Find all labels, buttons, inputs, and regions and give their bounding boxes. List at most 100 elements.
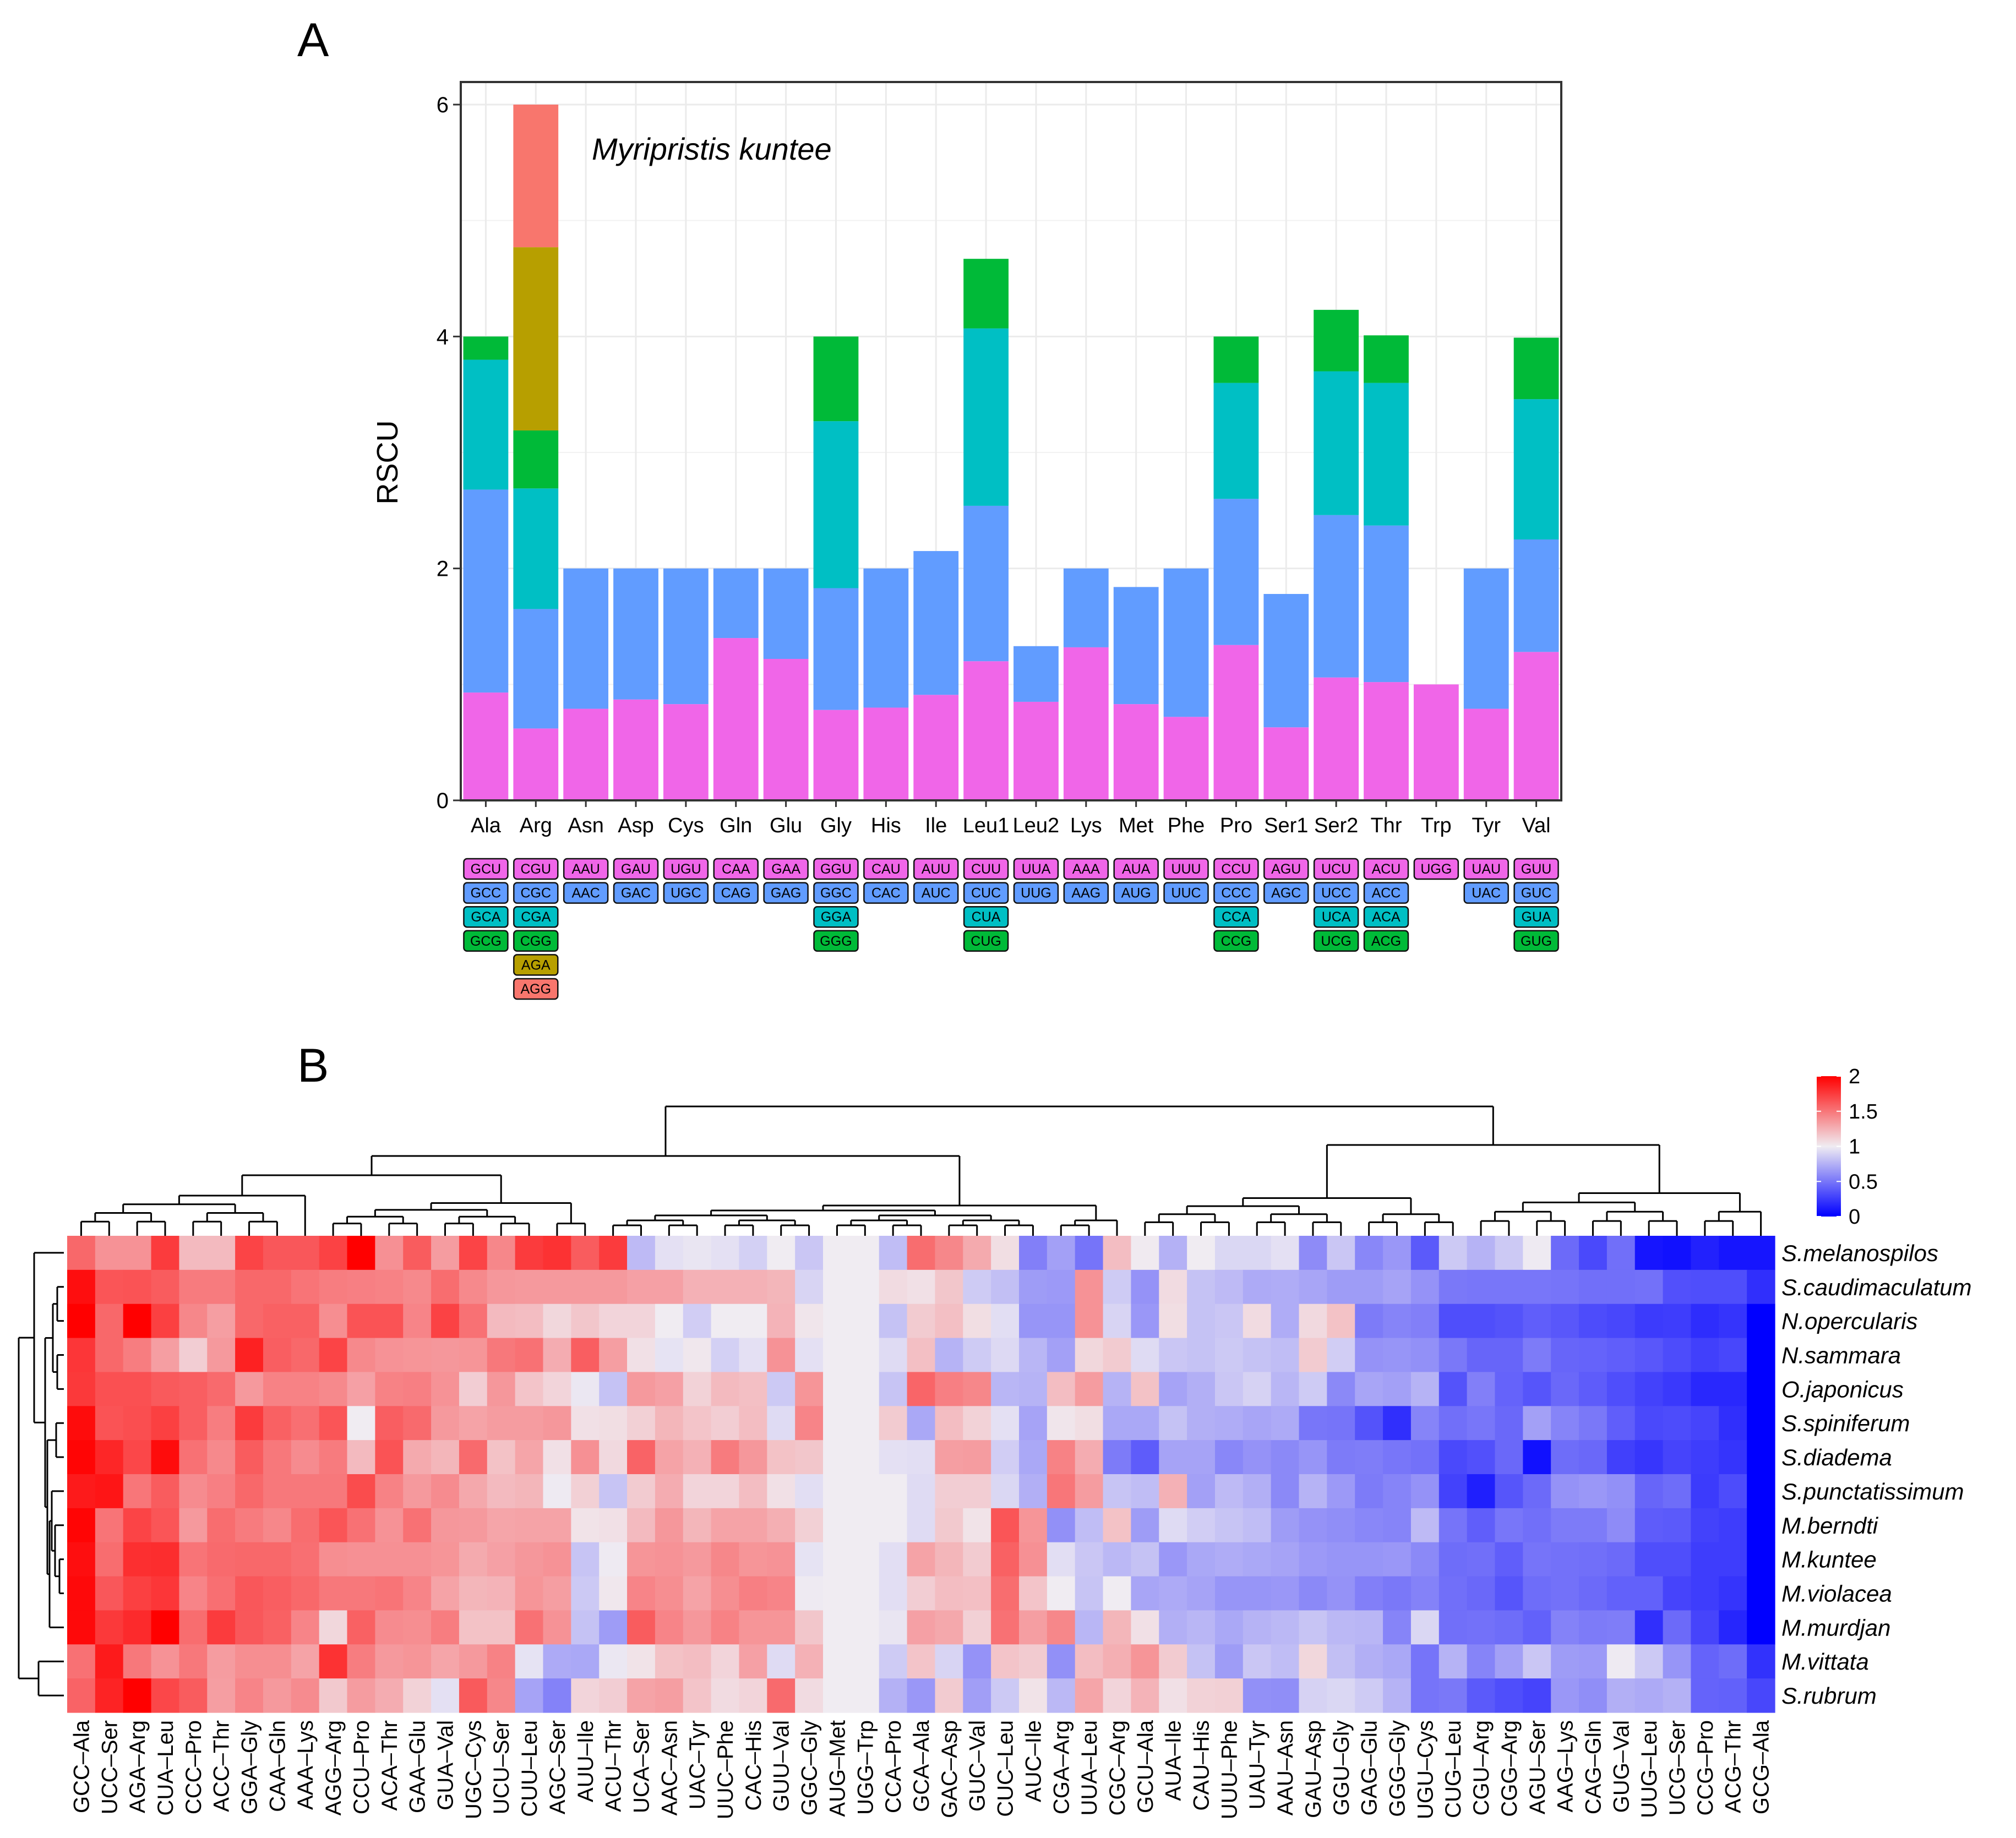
heatmap-cell — [851, 1542, 880, 1577]
heatmap-cell — [1327, 1406, 1355, 1441]
heatmap-cell — [1410, 1440, 1440, 1475]
heatmap-cell — [431, 1474, 460, 1509]
heatmap-cell — [1383, 1338, 1412, 1373]
bar-segment — [1063, 568, 1109, 647]
x-tick-label: Ser1 — [1264, 814, 1308, 837]
heatmap-cell — [1634, 1440, 1664, 1475]
heatmap-cell — [347, 1610, 375, 1645]
heatmap-cell — [123, 1236, 152, 1270]
heatmap-cell — [1467, 1338, 1496, 1373]
heatmap-cell — [823, 1508, 852, 1543]
heatmap-cell — [1467, 1508, 1496, 1543]
heatmap-cell — [1075, 1474, 1104, 1509]
heatmap-cell — [963, 1440, 991, 1475]
colorbar-label: 0.5 — [1849, 1170, 1878, 1193]
heatmap-cell — [1606, 1406, 1636, 1441]
heatmap-cell — [1634, 1406, 1664, 1441]
heatmap-cell — [123, 1406, 152, 1441]
heatmap-cell — [767, 1338, 795, 1373]
codon-chip — [863, 882, 909, 904]
heatmap-cell — [403, 1576, 432, 1611]
heatmap-cell — [1047, 1236, 1076, 1270]
heatmap-cell — [1439, 1678, 1468, 1713]
codon-column-label: CCC–Pro — [182, 1720, 206, 1814]
heatmap-cell — [935, 1610, 963, 1645]
heatmap-cell — [1103, 1236, 1131, 1270]
heatmap-cell — [879, 1269, 908, 1305]
codon-column-label: AUC–Ile — [1021, 1720, 1045, 1802]
heatmap-cell — [487, 1508, 516, 1543]
heatmap-cell — [235, 1338, 264, 1373]
heatmap-cell — [1606, 1372, 1636, 1406]
heatmap-cell — [767, 1644, 795, 1679]
codon-column-label: UUG–Leu — [1637, 1720, 1661, 1818]
heatmap-cell — [1383, 1440, 1412, 1475]
heatmap-cell — [1439, 1338, 1468, 1373]
codon-chip — [1163, 858, 1209, 880]
heatmap-cell — [1410, 1338, 1440, 1373]
heatmap-cell — [1075, 1508, 1104, 1543]
codon-column-label: GGA–Gly — [238, 1720, 262, 1814]
x-tick-label: His — [871, 814, 901, 837]
heatmap-cell — [1579, 1610, 1608, 1645]
heatmap-cell — [123, 1508, 152, 1543]
codon-chip — [1213, 906, 1259, 928]
bar-segment — [963, 328, 1009, 506]
heatmap-cell — [711, 1644, 740, 1679]
heatmap-cell — [291, 1508, 320, 1543]
heatmap-cell — [1410, 1508, 1440, 1543]
codon-column-label: CAU–His — [1190, 1720, 1214, 1810]
codon-chip-label: UGU — [671, 861, 701, 877]
heatmap-cell — [879, 1576, 908, 1611]
heatmap-cell — [95, 1576, 124, 1611]
heatmap-cell — [179, 1644, 208, 1679]
heatmap-cell — [1410, 1644, 1440, 1679]
heatmap-cell — [1047, 1542, 1076, 1577]
heatmap-cell — [1271, 1338, 1300, 1373]
heatmap-cell — [879, 1644, 908, 1679]
heatmap-cell — [767, 1610, 795, 1645]
heatmap-cell — [683, 1303, 712, 1339]
heatmap-cell — [935, 1406, 963, 1441]
heatmap-cell — [823, 1440, 852, 1475]
heatmap-cell — [683, 1542, 712, 1577]
heatmap-cell — [1327, 1303, 1355, 1339]
codon-chip-label: GCU — [471, 861, 502, 877]
heatmap-cell — [1747, 1303, 1775, 1339]
heatmap-cell — [431, 1303, 460, 1339]
heatmap-cell — [179, 1474, 208, 1509]
heatmap-cell — [767, 1508, 795, 1543]
heatmap-cell — [1634, 1372, 1664, 1406]
heatmap-cell — [67, 1542, 96, 1577]
heatmap-cell — [739, 1644, 767, 1679]
codon-chip — [1013, 882, 1059, 904]
heatmap-cell — [963, 1644, 991, 1679]
heatmap-cell — [515, 1406, 544, 1441]
heatmap-cell — [1355, 1406, 1383, 1441]
heatmap-cell — [1383, 1508, 1412, 1543]
x-tick-label: Pro — [1220, 814, 1252, 837]
heatmap-cell — [1243, 1406, 1272, 1441]
heatmap-cell — [1747, 1678, 1775, 1713]
heatmap-cell — [767, 1576, 795, 1611]
heatmap-cell — [1131, 1474, 1159, 1509]
heatmap-cell — [795, 1644, 824, 1679]
x-tick-label: Asn — [568, 814, 603, 837]
heatmap-cell — [515, 1542, 544, 1577]
heatmap-cell — [627, 1474, 656, 1509]
heatmap-cell — [1606, 1269, 1636, 1305]
heatmap-cell — [319, 1269, 348, 1305]
heatmap-cell — [1439, 1576, 1468, 1611]
heatmap-cell — [1355, 1508, 1383, 1543]
heatmap-cell — [683, 1406, 712, 1441]
bar-segment — [513, 247, 559, 430]
species-label: N.sammara — [1781, 1343, 1901, 1368]
bar-segment — [1413, 684, 1459, 800]
heatmap-cell — [543, 1610, 571, 1645]
heatmap-cell — [1719, 1440, 1747, 1475]
heatmap-cell — [739, 1372, 767, 1406]
codon-column-label: CGU–Arg — [1469, 1720, 1494, 1815]
heatmap-cell — [375, 1610, 404, 1645]
heatmap-cell — [1663, 1303, 1692, 1339]
bar-segment — [863, 568, 909, 708]
